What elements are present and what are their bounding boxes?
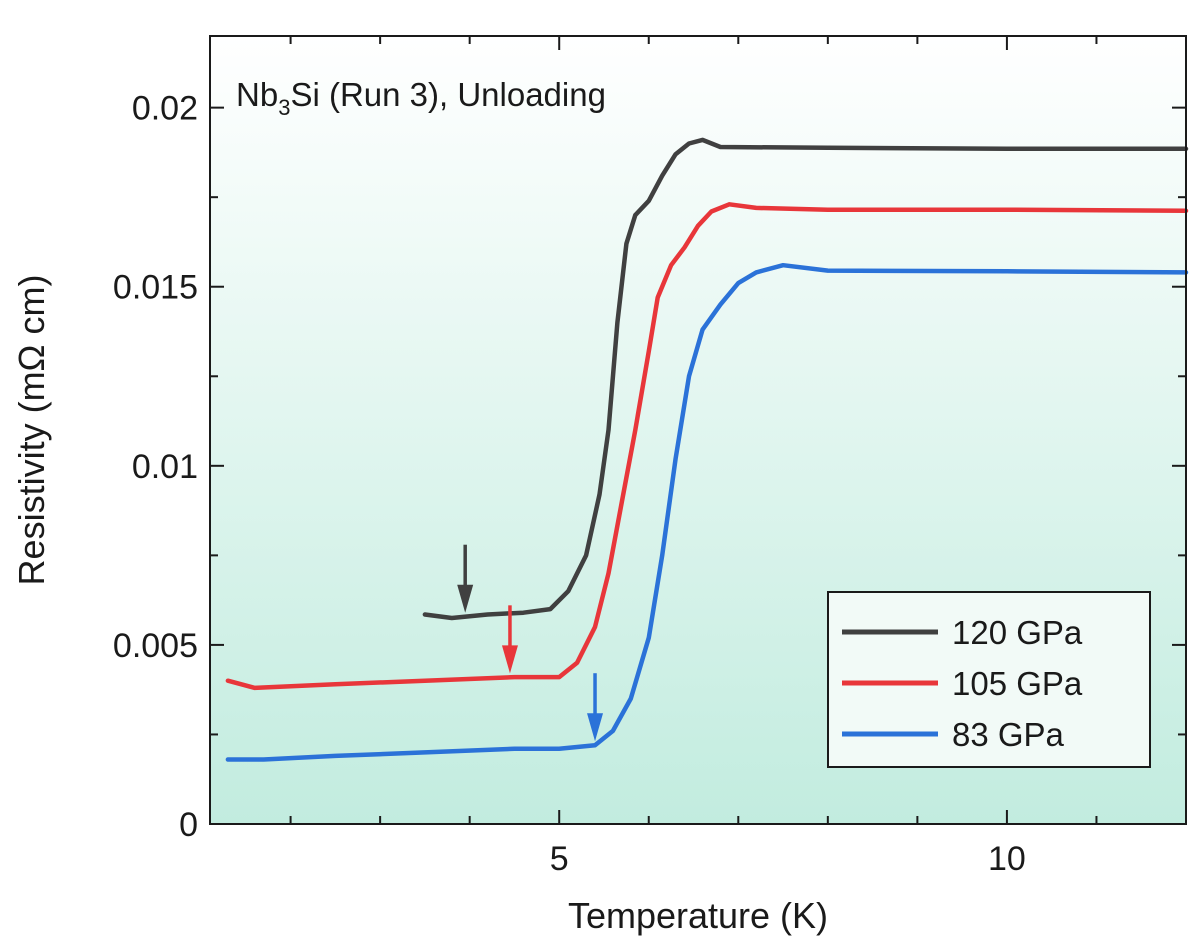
- x-tick-label: 5: [550, 840, 569, 878]
- plot-frame: [209, 35, 1187, 825]
- annotation-main: Nb: [236, 76, 278, 113]
- series-layer: [225, 137, 1189, 762]
- legend-box: [827, 591, 1151, 768]
- series-line: [225, 262, 1189, 762]
- y-tick-label: 0: [179, 806, 198, 844]
- y-tick-label: 0.01: [132, 448, 198, 486]
- x-ticks: 5 10: [289, 36, 1187, 878]
- onset-arrow-head: [501, 645, 518, 674]
- series-line: [422, 137, 1189, 621]
- annotation-rest: Si (Run 3), Unloading: [290, 76, 606, 113]
- legend-label-105: 105 GPa: [952, 665, 1083, 702]
- legend-label-120: 120 GPa: [952, 614, 1083, 651]
- series-line: [225, 202, 1189, 691]
- y-ticks: 0 0.005 0.01 0.015 0.02: [113, 90, 1186, 844]
- x-tick-label: 10: [988, 840, 1026, 878]
- arrow-layer: [457, 544, 604, 742]
- onset-arrow-head: [587, 713, 604, 742]
- legend-label-83: 83 GPa: [952, 716, 1065, 753]
- y-tick-label: 0.02: [132, 90, 198, 128]
- y-axis-title: Resistivity (mΩ cm): [11, 275, 52, 586]
- y-tick-label: 0.005: [113, 627, 198, 665]
- annotation-subscript: 3: [278, 95, 290, 120]
- y-tick-label: 0.015: [113, 269, 198, 307]
- chart-annotation: Nb3Si (Run 3), Unloading: [236, 76, 606, 120]
- onset-arrow-head: [457, 584, 474, 613]
- legend: 120 GPa 105 GPa 83 GPa: [827, 591, 1151, 768]
- x-axis-title: Temperature (K): [568, 895, 828, 936]
